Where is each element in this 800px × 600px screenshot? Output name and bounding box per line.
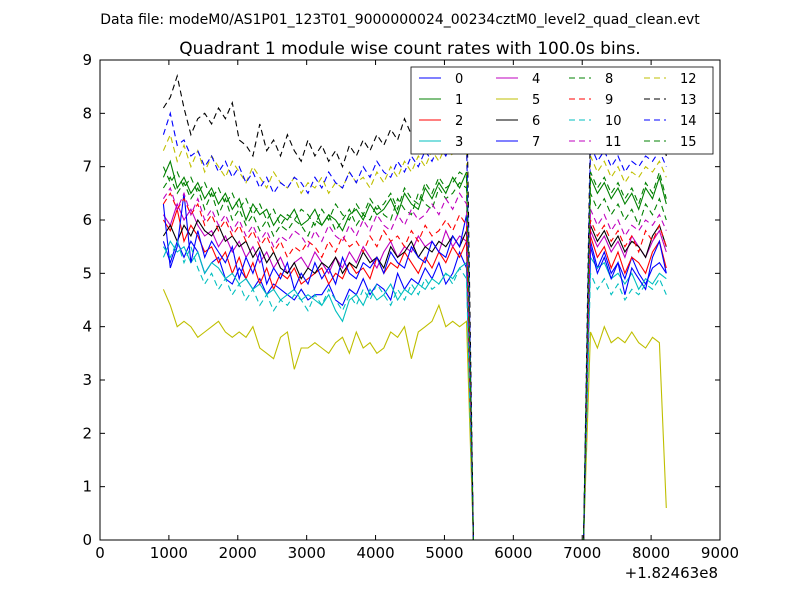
series-layer bbox=[162, 73, 667, 540]
legend-box bbox=[410, 66, 714, 155]
suptitle: Data file: modeM0/AS1P01_123T01_90000000… bbox=[100, 12, 700, 28]
legend-label-1: 1 bbox=[455, 93, 463, 108]
series-line-1 bbox=[162, 159, 667, 540]
x-tick-label: 4000 bbox=[356, 544, 394, 562]
legend-label-0: 0 bbox=[455, 72, 463, 87]
series-line-15 bbox=[162, 166, 667, 540]
y-tick-label: 4 bbox=[82, 318, 92, 336]
x-tick-label: 6000 bbox=[494, 544, 532, 562]
x-tick-label: 0 bbox=[95, 544, 105, 562]
legend-label-9: 9 bbox=[605, 93, 613, 108]
legend-label-11: 11 bbox=[605, 135, 622, 150]
series-line-8 bbox=[162, 176, 667, 540]
legend-label-14: 14 bbox=[680, 114, 697, 129]
x-tick-label: 2000 bbox=[219, 544, 257, 562]
y-tick-label: 8 bbox=[82, 104, 92, 122]
x-tick-label: 9000 bbox=[701, 544, 739, 562]
series-line-10 bbox=[162, 239, 667, 540]
x-tick-label: 5000 bbox=[425, 544, 463, 562]
legend-label-15: 15 bbox=[680, 135, 697, 150]
y-tick-label: 6 bbox=[82, 211, 92, 229]
x-tick-label: 3000 bbox=[288, 544, 326, 562]
y-tick-label: 7 bbox=[82, 158, 92, 176]
x-tick-label: 7000 bbox=[563, 544, 601, 562]
series-line-4 bbox=[162, 202, 667, 540]
y-tick-label: 0 bbox=[82, 531, 92, 549]
legend-label-8: 8 bbox=[605, 72, 613, 87]
y-tick-label: 1 bbox=[82, 478, 92, 496]
x-tick-label: 8000 bbox=[632, 544, 670, 562]
y-tick-label: 3 bbox=[82, 371, 92, 389]
legend-label-3: 3 bbox=[455, 135, 463, 150]
x-tick-label: 1000 bbox=[150, 544, 188, 562]
legend-label-10: 10 bbox=[605, 114, 622, 129]
plot-frame bbox=[99, 59, 721, 541]
series-line-14 bbox=[162, 111, 667, 540]
legend-label-5: 5 bbox=[532, 93, 540, 108]
y-tick-label: 9 bbox=[82, 51, 92, 69]
x-offset-label: +1.82463e8 bbox=[625, 564, 718, 582]
legend-label-7: 7 bbox=[532, 135, 540, 150]
legend-label-4: 4 bbox=[532, 72, 540, 87]
y-tick-label: 2 bbox=[82, 424, 92, 442]
legend-label-2: 2 bbox=[455, 114, 463, 129]
series-line-11 bbox=[162, 186, 667, 540]
series-line-5 bbox=[162, 289, 667, 540]
series-line-6 bbox=[162, 218, 667, 540]
x-axis: 0 1000 2000 3000 4000 5000 6000 7000 8000 9000 bbox=[95, 60, 739, 562]
legend-label-12: 12 bbox=[680, 72, 697, 87]
legend-label-6: 6 bbox=[532, 114, 540, 129]
series-line-2 bbox=[162, 207, 667, 540]
series-line-7 bbox=[162, 193, 667, 540]
chart-title: Quadrant 1 module wise count rates with … bbox=[179, 39, 640, 59]
legend-label-13: 13 bbox=[680, 93, 697, 108]
y-tick-label: 5 bbox=[82, 264, 92, 282]
